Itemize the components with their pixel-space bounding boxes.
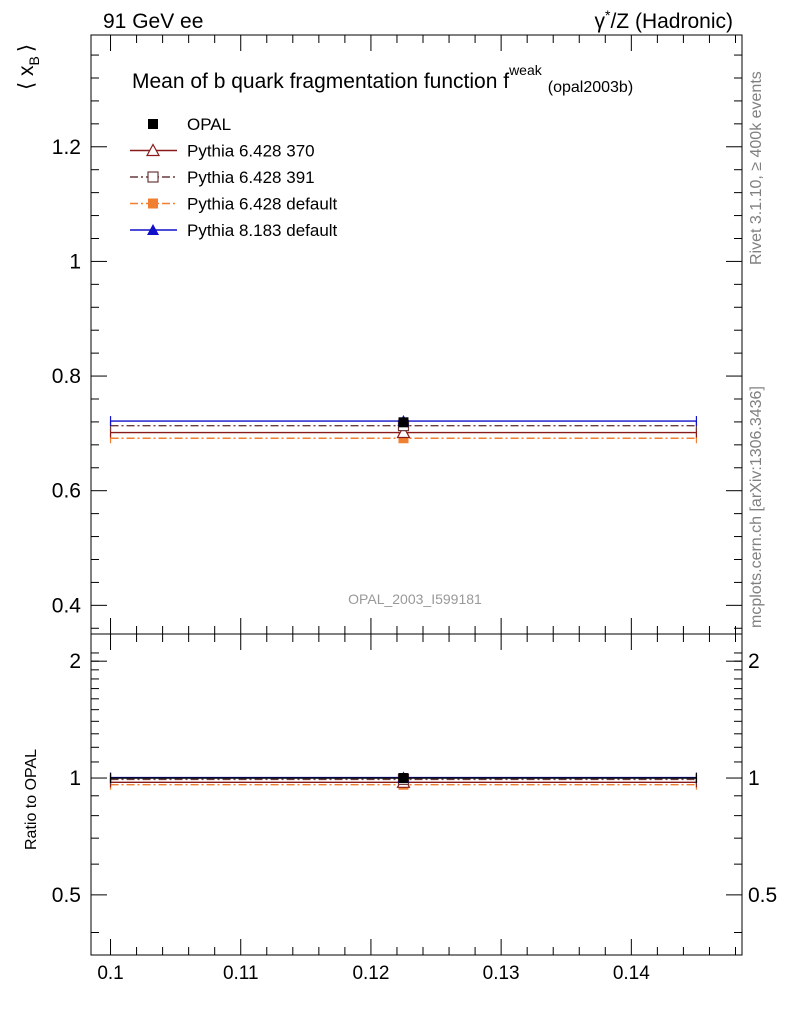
ratio-y-tick-label: 2 [69, 650, 81, 673]
legend-marker [148, 119, 158, 129]
ratio-y-axis-label: Ratio to OPAL [23, 749, 40, 850]
legend: OPAL Pythia 6.428 370 Pythia 6.428 391 Pyth… [130, 115, 338, 240]
rivet-label: Rivet 3.1.10, ≥ 400k events [748, 71, 765, 265]
legend-label: Pythia 6.428 default [187, 195, 338, 214]
y-tick-label: 0.8 [52, 365, 81, 388]
data-point [398, 417, 409, 428]
x-tick-label: 0.14 [613, 963, 650, 984]
ratio-y-tick-label-right: 2 [748, 650, 760, 673]
legend-marker [145, 143, 161, 157]
x-tick-label: 0.12 [352, 963, 389, 984]
y-axis-label: ⟨ xB⟩ [15, 44, 42, 90]
x-tick-label: 0.11 [223, 963, 259, 984]
y-tick-label: 0.6 [52, 480, 81, 503]
ratio-y-tick-label-right: 0.5 [748, 884, 777, 907]
y-tick-label: 1.2 [52, 136, 81, 159]
ratio-y-tick-label: 0.5 [52, 884, 81, 907]
ratio-y-tick-label-right: 1 [748, 767, 760, 790]
data-point [398, 433, 409, 444]
y-tick-label: 1 [69, 250, 81, 273]
y-tick-label: 0.4 [52, 594, 82, 617]
ratio-panel-frame [90, 633, 743, 956]
legend-label: OPAL [187, 115, 231, 134]
mcplots-label: mcplots.cern.ch [arXiv:1306.3436] [748, 386, 765, 628]
x-tick-label: 0.13 [483, 963, 520, 984]
x-tick-label: 0.1 [97, 963, 123, 984]
legend-marker [147, 224, 159, 235]
ratio-y-tick-label: 1 [69, 767, 81, 790]
header-left: 91 GeV ee [103, 10, 203, 33]
ratio-series-group [109, 771, 698, 790]
legend-label: Pythia 8.183 default [187, 221, 338, 240]
analysis-label: OPAL_2003_I599181 [348, 591, 482, 607]
chart-title: Mean of b quark fragmentation function f… [132, 62, 633, 96]
data-point [396, 425, 411, 439]
axis-ticks: 0.1 0.11 0.12 0.13 0.14 0.4 0.6 0.8 1 1.2 0.5 0.5 1 1… [52, 35, 777, 984]
ratio-point [398, 773, 409, 784]
main-series-group [109, 415, 698, 444]
legend-label: Pythia 6.428 391 [187, 168, 315, 187]
legend-marker [148, 198, 158, 209]
legend-marker [147, 171, 159, 183]
header-right: γ*/Z (Hadronic) [595, 7, 733, 33]
legend-label: Pythia 6.428 370 [187, 142, 315, 161]
